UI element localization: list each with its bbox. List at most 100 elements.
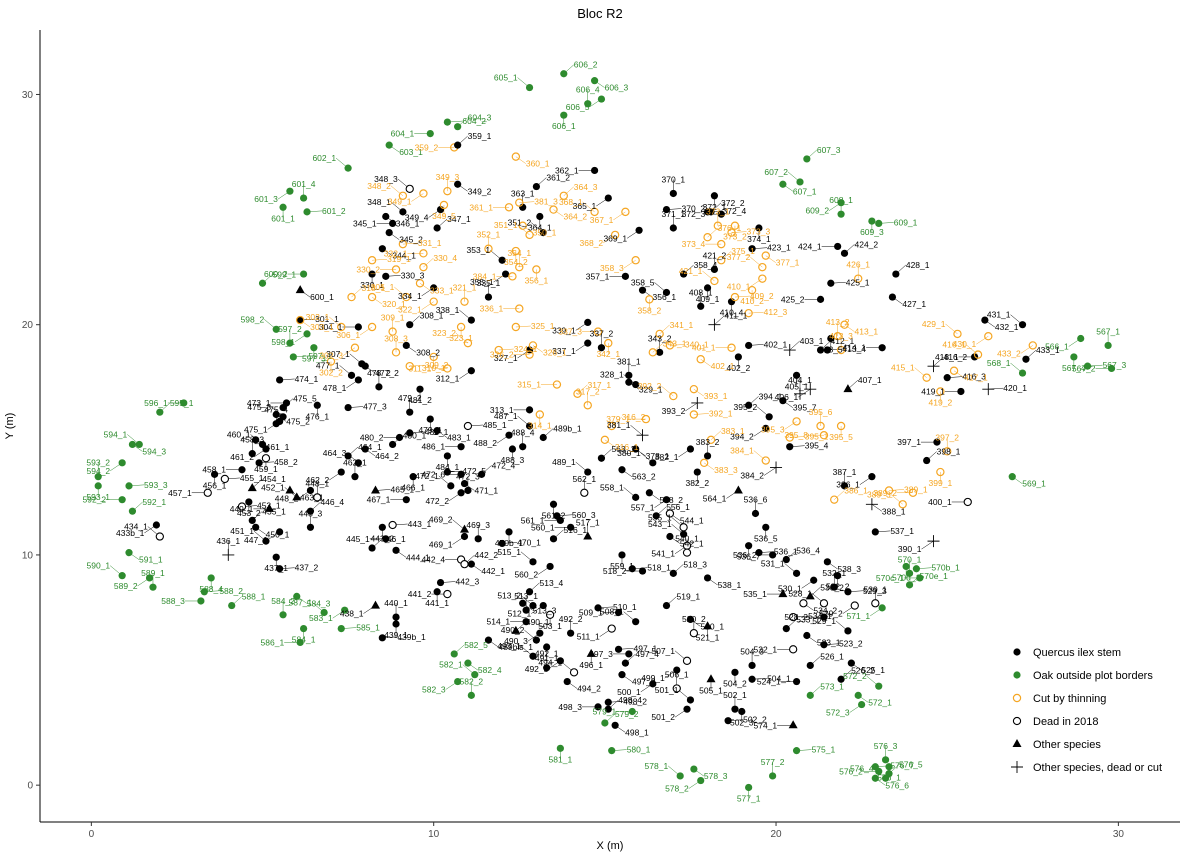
point-label: 536_6 (744, 494, 768, 504)
point-330_3 (382, 272, 390, 280)
point-label: 330_1 (360, 280, 384, 290)
point-label: 538_3 (837, 564, 861, 574)
point-318_1 (347, 292, 356, 302)
point-label: 348_1 (367, 197, 391, 207)
point-label: 459_1 (254, 464, 278, 474)
point-608_1 (837, 210, 845, 218)
point-518_1 (628, 565, 636, 573)
point-501_1 (686, 696, 695, 704)
point-label: 609_1 (894, 217, 918, 227)
point-label: 469_1 (429, 540, 453, 550)
point-478_1 (354, 376, 362, 384)
leader-line (623, 260, 636, 269)
point-439b_1 (378, 634, 386, 642)
point-389_2 (908, 488, 918, 497)
point-label: 524_1 (757, 677, 781, 687)
point-label: 570_1 (898, 554, 922, 564)
point-581_1 (556, 744, 564, 752)
point-label: 335_1 (477, 278, 501, 288)
point-442_1 (467, 560, 475, 568)
point-535_1 (778, 589, 788, 598)
point-label: 337_2 (590, 329, 614, 339)
leader-line (710, 430, 722, 440)
point-514_1 (522, 618, 530, 626)
point-596_1 (180, 399, 188, 407)
point-label: 535_1 (743, 589, 767, 599)
point-425_1 (827, 279, 835, 287)
leader-line (553, 209, 564, 217)
point-label: 561_1 (521, 515, 545, 525)
point-387_1 (840, 482, 849, 490)
point-label: 379_1 (606, 414, 630, 424)
point-462_1 (351, 473, 359, 481)
point-label: 576_6 (885, 780, 909, 790)
point-label: 477_3 (363, 402, 387, 412)
point-325_1 (511, 322, 521, 332)
point-588_2 (200, 588, 208, 596)
point-label: 563_1 (611, 444, 635, 454)
point-label: 526_1 (820, 651, 844, 661)
point-label: 448_2 (275, 493, 299, 503)
point-label: 513_1 (514, 591, 538, 601)
point-label: 529_1 (812, 616, 836, 626)
point-361_2 (532, 182, 540, 191)
point-516_1 (549, 535, 558, 543)
point-367_1 (621, 207, 630, 217)
point-402_1 (745, 341, 753, 350)
point-352_1 (484, 244, 493, 253)
point-601_2 (303, 208, 311, 216)
point-label: 439b_1 (397, 632, 426, 642)
point-354_2 (511, 246, 521, 256)
point-label: 454_1 (262, 474, 286, 484)
point-label: 395_6 (809, 407, 833, 417)
point-443_2 (378, 523, 386, 531)
point-label: 352_1 (477, 230, 501, 240)
point-606_4 (584, 100, 592, 108)
point-label: 606_1 (552, 121, 576, 131)
point-label: 490_2 (501, 625, 525, 635)
point-label: 560_3 (572, 510, 596, 520)
point-488_3 (508, 445, 517, 453)
point-label: 344_1 (392, 251, 416, 261)
point-600_1 (295, 285, 305, 294)
point-label: 599_1 (273, 269, 297, 279)
point-label: 307_1 (326, 349, 350, 359)
point-420_1 (982, 383, 995, 396)
point-529_3 (844, 588, 852, 596)
point-label: 588_4 (199, 584, 223, 594)
point-470_1 (498, 539, 506, 548)
point-567_3 (1083, 362, 1092, 370)
legend-label: Quercus ilex stem (1033, 647, 1121, 659)
leader-line (965, 344, 979, 355)
point-label: 315_1 (517, 380, 541, 390)
point-label: 582_4 (478, 665, 502, 675)
point-577_1 (745, 783, 753, 792)
point-607_2 (796, 178, 804, 186)
point-384_2 (770, 461, 783, 474)
point-525_1 (847, 659, 855, 667)
point-606_2 (560, 70, 568, 78)
point-label: 364_1 (528, 222, 552, 232)
point-label: 441_2 (408, 589, 432, 599)
point-label: 437_2 (295, 563, 319, 573)
point-584_3 (293, 592, 301, 600)
point-label: 372_3 (682, 209, 706, 219)
point-407_1 (843, 384, 853, 393)
point-label: 313_1 (490, 405, 514, 415)
point-label: 355_1 (470, 277, 494, 287)
point-label: 460_1 (227, 429, 251, 439)
point-416_2 (927, 360, 940, 373)
point-label: 317_2 (576, 386, 600, 396)
point-309_2 (405, 361, 414, 371)
point-label: 502_2 (743, 715, 767, 725)
point-label: 574_1 (754, 720, 778, 730)
point-label: 464_1 (358, 442, 382, 452)
y-tick-label: 20 (22, 320, 34, 331)
point-326_1 (528, 341, 538, 350)
point-label: 588_3 (161, 596, 185, 606)
point-label: 572_2 (843, 671, 867, 681)
point-570e_1 (905, 581, 914, 589)
point-467_1 (402, 496, 410, 504)
point-357_1 (621, 272, 630, 280)
leader-line (611, 416, 622, 427)
